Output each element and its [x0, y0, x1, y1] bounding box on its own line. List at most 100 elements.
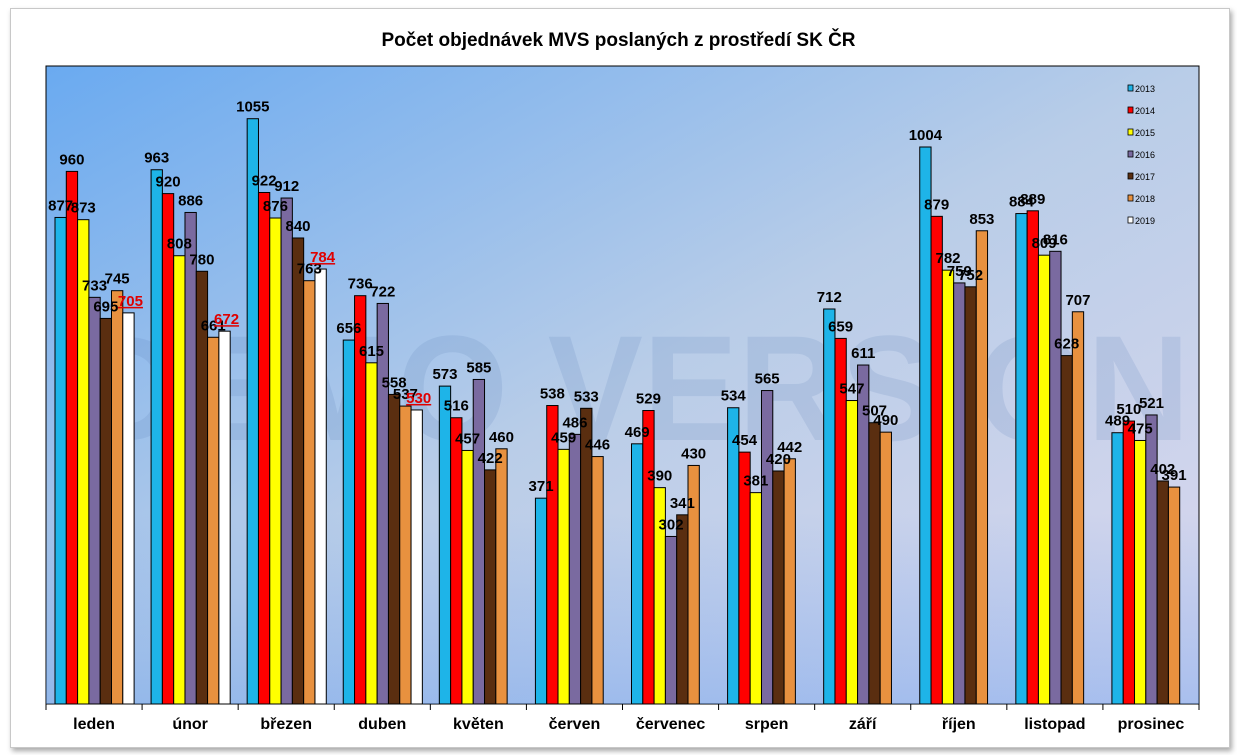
value-label-2016-9: 759: [947, 263, 972, 280]
bar-2018-0: [111, 290, 124, 705]
plot-area-shade: [46, 66, 1199, 704]
value-label-2018-7: 442: [777, 439, 802, 456]
value-label-2015-1: 808: [167, 236, 192, 253]
bar-2016-1: [184, 211, 197, 705]
value-label-2014-3: 736: [348, 276, 373, 293]
bar-2014-10: [1026, 210, 1039, 705]
value-label-2016-4: 585: [466, 359, 491, 376]
bar-2015-4: [461, 449, 474, 705]
legend-swatch-2019: [1127, 216, 1134, 224]
value-label-2017-7: 420: [766, 451, 791, 468]
bar-2018-6: [687, 464, 700, 705]
bar-2018-5: [591, 456, 604, 705]
legend-swatch-2018: [1127, 194, 1134, 202]
legend-label-2015: 2015: [1135, 128, 1155, 138]
category-label-7: srpen: [745, 716, 789, 733]
bar-2018-2: [303, 280, 316, 705]
value-label-2015-5: 459: [551, 429, 576, 446]
value-label-2017-0: 695: [93, 298, 118, 315]
bar-2015-11: [1134, 439, 1147, 705]
value-label-2017-2: 840: [286, 218, 311, 235]
value-label-2014-5: 538: [540, 386, 565, 403]
value-label-2013-3: 656: [336, 320, 361, 337]
value-label-2016-5: 486: [562, 414, 587, 431]
value-label-2018-1: 661: [201, 317, 226, 334]
bar-2015-9: [941, 269, 955, 705]
bar-2013-7: [727, 407, 740, 705]
bar-2016-11: [1145, 414, 1158, 705]
legend-label-2017: 2017: [1135, 172, 1155, 182]
value-label-2017-6: 341: [670, 495, 695, 512]
category-label-5: červen: [549, 716, 601, 733]
bar-2016-10: [1049, 250, 1062, 705]
bar-2015-2: [269, 217, 282, 705]
value-label-2015-6: 390: [647, 468, 672, 485]
value-label-2017-9: 752: [958, 267, 983, 284]
value-label-2013-1: 963: [144, 150, 169, 167]
bar-2018-10: [1071, 311, 1085, 705]
bar-2013-2: [246, 118, 259, 705]
value-label-2013-11: 489: [1105, 413, 1130, 430]
value-label-2018-0: 745: [105, 271, 130, 288]
category-label-11: prosinec: [1118, 716, 1185, 733]
value-label-2017-8: 507: [862, 403, 887, 420]
bar-2019-0: [122, 312, 135, 705]
bar-2017-1: [195, 270, 209, 705]
bar-2016-7: [760, 390, 774, 705]
bar-2015-5: [557, 448, 570, 705]
category-label-9: říjen: [942, 716, 976, 733]
value-label-2019-2: 784: [310, 249, 336, 266]
category-label-4: květen: [453, 716, 504, 733]
category-label-8: září: [849, 716, 877, 733]
value-label-2018-9: 853: [969, 211, 994, 228]
value-label-2014-2: 922: [252, 172, 277, 189]
bar-2016-2: [280, 197, 293, 705]
value-label-2017-11: 402: [1150, 461, 1175, 478]
bar-2018-4: [495, 448, 508, 705]
value-label-2015-7: 381: [743, 473, 768, 490]
bar-2015-8: [845, 400, 859, 705]
bar-2017-4: [484, 469, 497, 705]
value-label-2018-5: 446: [585, 437, 610, 454]
value-label-2018-3: 537: [393, 386, 418, 403]
bar-2013-11: [1111, 432, 1124, 705]
bar-2016-6: [664, 535, 678, 705]
bar-2016-3: [376, 302, 389, 705]
category-label-0: leden: [73, 716, 115, 733]
value-label-2014-11: 510: [1116, 401, 1141, 418]
value-label-2017-4: 422: [478, 450, 503, 467]
bar-2017-6: [676, 514, 689, 705]
bar-2017-7: [772, 470, 785, 705]
value-label-2016-11: 521: [1139, 395, 1164, 412]
bar-2013-5: [534, 497, 548, 705]
value-label-2018-8: 490: [873, 412, 898, 429]
value-label-2014-8: 659: [828, 318, 853, 335]
bar-2016-9: [953, 282, 966, 705]
value-label-2016-2: 912: [274, 178, 299, 195]
value-label-2018-11: 391: [1162, 467, 1187, 484]
bar-2014-6: [642, 410, 655, 705]
legend-swatch-2016: [1127, 150, 1134, 158]
legend-label-2013: 2013: [1135, 84, 1155, 94]
value-label-2013-8: 712: [817, 289, 842, 306]
legend-label-2019: 2019: [1135, 216, 1155, 226]
bar-2018-9: [975, 230, 989, 705]
bar-2013-3: [342, 339, 356, 705]
value-label-2017-5: 533: [574, 388, 599, 405]
value-label-2014-10: 889: [1020, 191, 1045, 208]
legend-swatch-2014: [1127, 106, 1134, 114]
value-label-2015-4: 457: [455, 430, 480, 447]
bar-2014-11: [1122, 420, 1136, 705]
legend-label-2016: 2016: [1135, 150, 1155, 160]
bar-2015-7: [749, 492, 762, 705]
bar-2019-2: [314, 268, 327, 705]
value-label-2018-10: 707: [1065, 292, 1090, 309]
category-label-6: červenec: [636, 716, 705, 733]
value-label-2016-8: 611: [851, 345, 875, 362]
bar-2019-3: [410, 409, 423, 705]
value-label-2017-3: 558: [382, 374, 407, 391]
value-label-2013-7: 534: [721, 388, 747, 405]
bar-2018-7: [783, 458, 796, 705]
legend-swatch-2015: [1127, 128, 1134, 136]
